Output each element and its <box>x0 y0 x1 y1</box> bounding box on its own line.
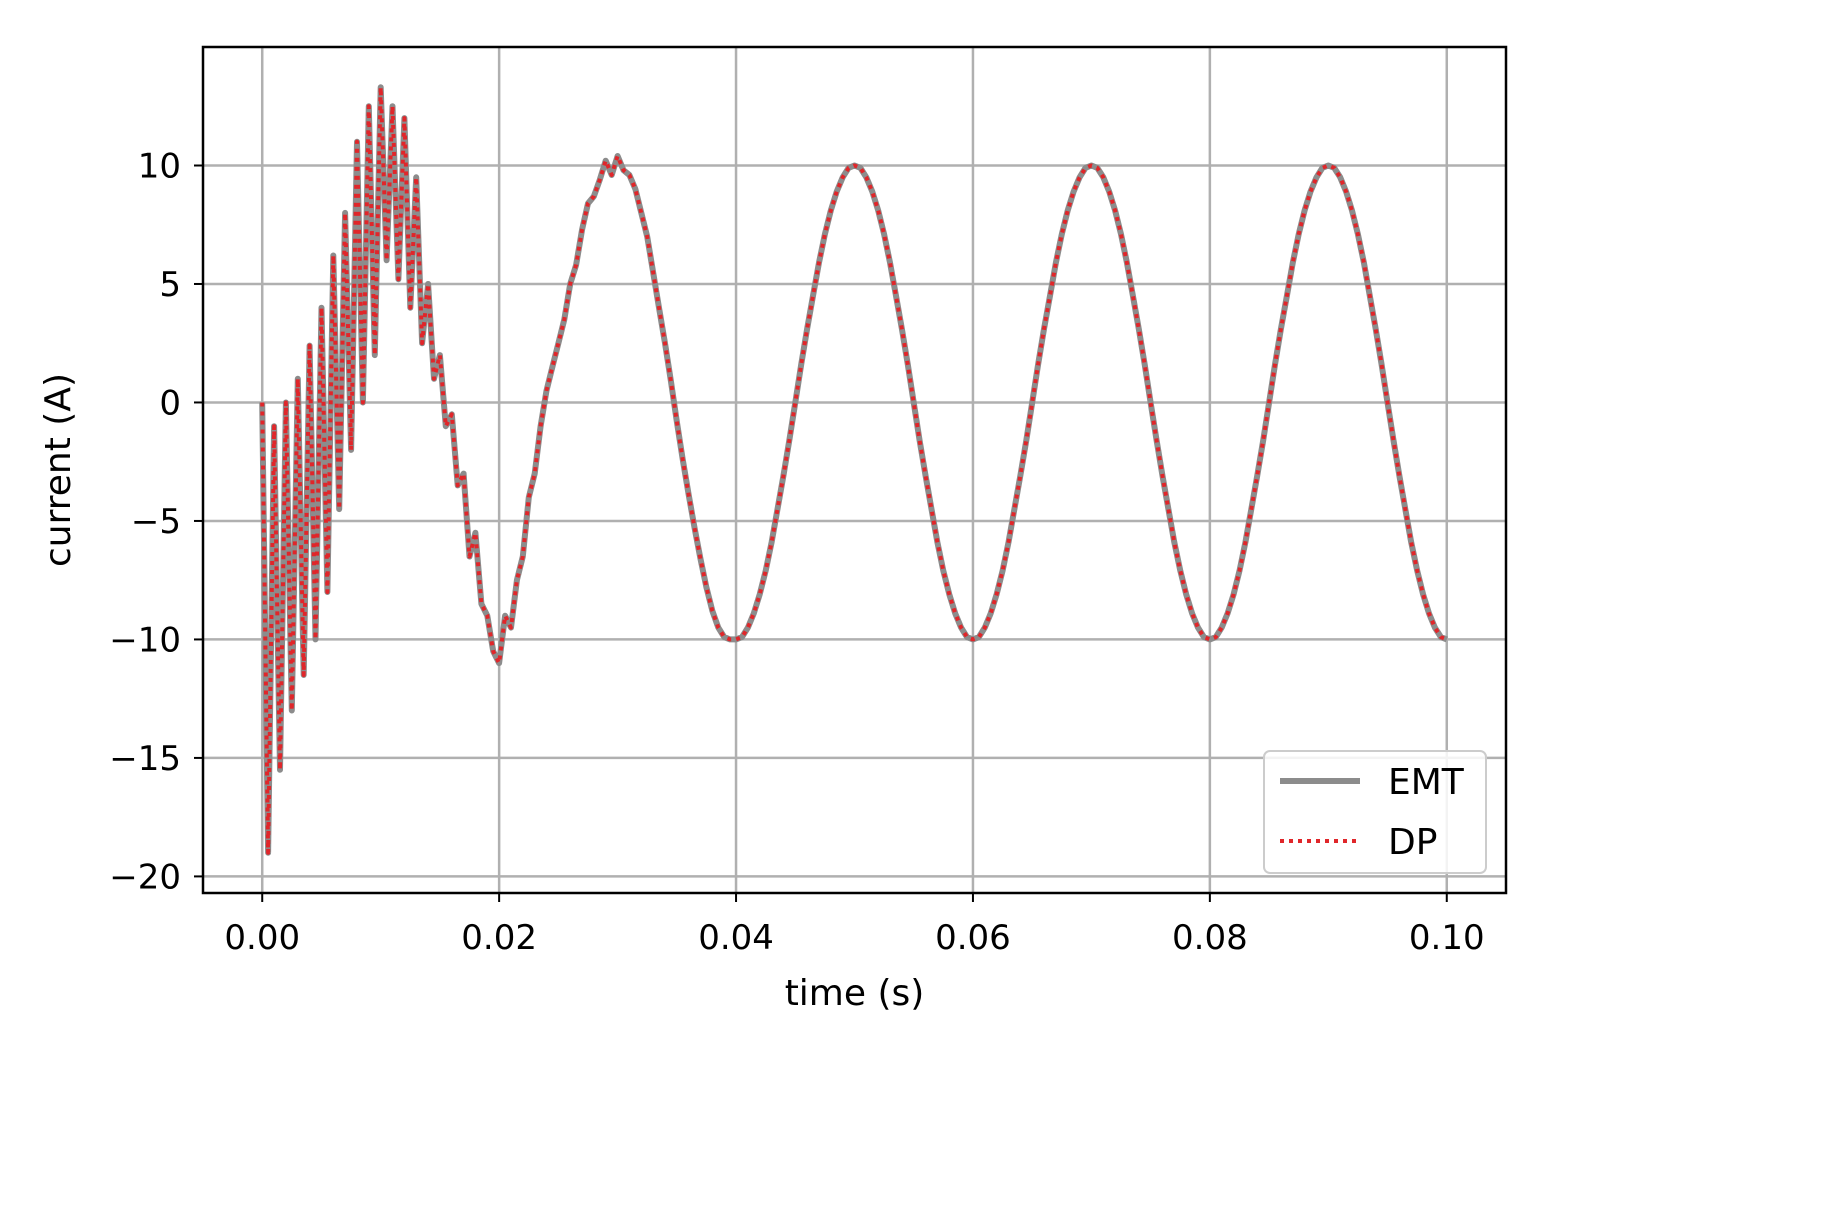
axis-ticks <box>194 164 1448 902</box>
x-tick-label: 0.00 <box>224 918 300 958</box>
legend-dp-label: DP <box>1388 822 1437 863</box>
legend: EMT DP <box>1263 750 1487 874</box>
y-tick-label: −20 <box>109 857 181 897</box>
y-tick-label: 10 <box>138 146 181 186</box>
series-lines <box>259 84 1448 856</box>
x-tick-label: 0.10 <box>1409 918 1485 958</box>
x-tick-label: 0.06 <box>935 918 1011 958</box>
y-tick-label: 0 <box>159 383 181 423</box>
plot-area-frame <box>201 45 1508 895</box>
y-tick-label: −5 <box>131 502 181 542</box>
legend-emt-label: EMT <box>1388 762 1465 803</box>
series-line-emt <box>259 84 1448 856</box>
x-tick-label: 0.04 <box>698 918 774 958</box>
x-tick-label: 0.08 <box>1172 918 1248 958</box>
tick-labels: 0.00 0.02 0.04 0.06 0.08 0.10 10 5 0 −5 −10 −15 −20 <box>109 146 1484 958</box>
y-tick-label: −15 <box>109 739 181 779</box>
series-line-dp <box>260 85 1448 855</box>
y-tick-label: 5 <box>159 265 181 305</box>
y-axis-label: current (A) <box>38 373 79 567</box>
x-tick-label: 0.02 <box>461 918 537 958</box>
y-tick-label: −10 <box>109 620 181 660</box>
grid-lines <box>203 47 1506 893</box>
x-axis-label: time (s) <box>785 973 925 1014</box>
